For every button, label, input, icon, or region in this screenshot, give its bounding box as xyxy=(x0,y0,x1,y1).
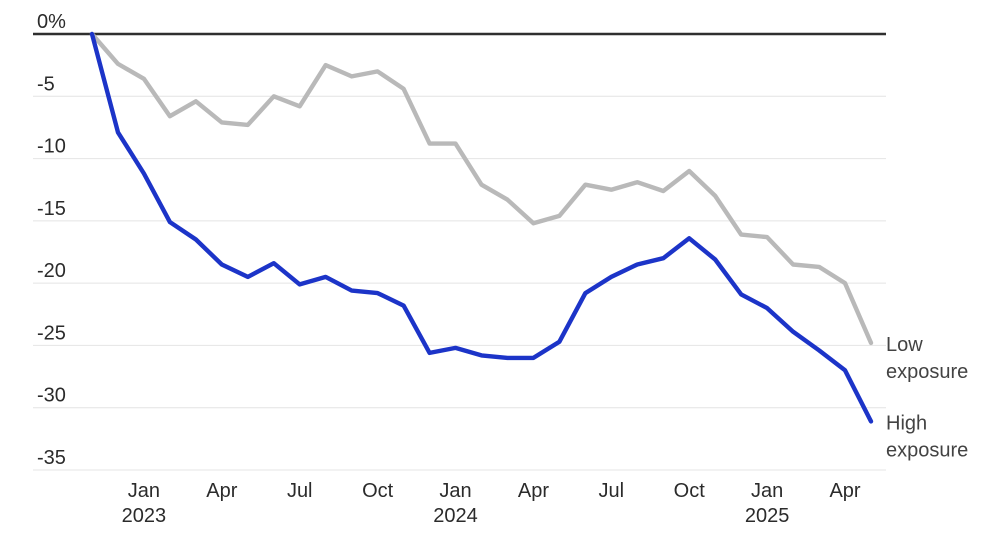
x-axis-tick-label: Apr xyxy=(518,480,549,502)
y-axis-tick-label: -25 xyxy=(37,322,66,344)
y-axis-tick-label: -20 xyxy=(37,260,66,282)
x-axis-tick-label: Apr xyxy=(206,480,237,502)
high-exposure-line xyxy=(89,31,874,424)
y-axis-tick-label: -30 xyxy=(37,385,66,407)
y-axis-tick-label: -10 xyxy=(37,136,66,158)
x-axis-year-label: 2024 xyxy=(433,505,478,527)
low-exposure-label: exposure xyxy=(886,361,968,383)
y-axis-tick-label: 0% xyxy=(37,11,66,33)
x-axis-year-label: 2023 xyxy=(122,505,167,527)
high-exposure-label: High xyxy=(886,412,927,434)
x-axis-tick-label: Jan xyxy=(751,480,783,502)
x-axis-tick-label: Oct xyxy=(674,480,706,502)
y-axis-tick-label: -35 xyxy=(37,447,66,469)
x-axis-year-label: 2025 xyxy=(745,505,790,527)
x-axis-tick-label: Apr xyxy=(829,480,860,502)
low-exposure-label: Low xyxy=(886,334,923,356)
x-axis-tick-label: Jan xyxy=(128,480,160,502)
x-axis-tick-label: Oct xyxy=(362,480,394,502)
high-exposure-label: exposure xyxy=(886,439,968,461)
x-axis-tick-label: Jul xyxy=(599,480,625,502)
low-exposure-line xyxy=(89,31,874,346)
x-axis-tick-label: Jul xyxy=(287,480,313,502)
x-axis-tick-label: Jan xyxy=(439,480,471,502)
y-axis-tick-label: -15 xyxy=(37,198,66,220)
y-axis-tick-label: -5 xyxy=(37,73,55,95)
